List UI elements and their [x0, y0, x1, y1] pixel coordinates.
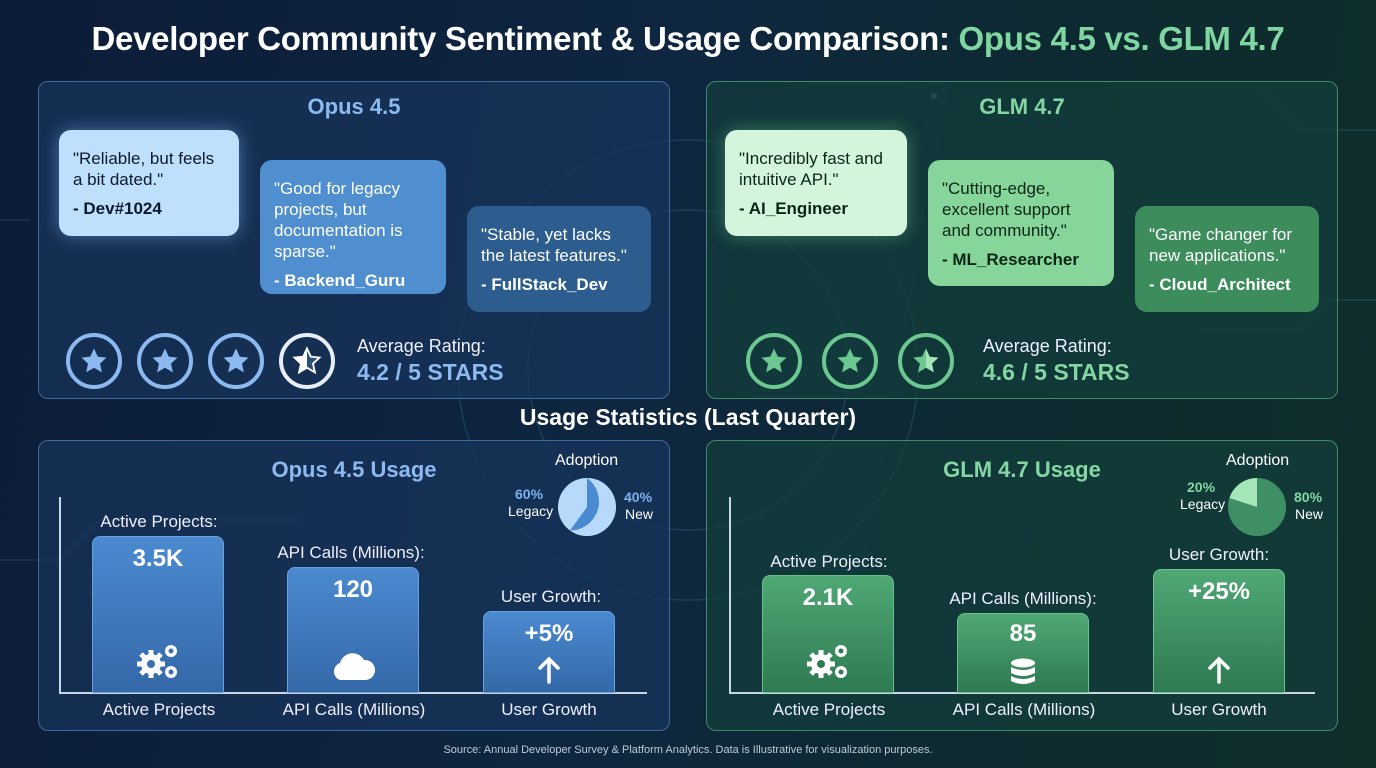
x-axis — [59, 692, 647, 694]
opus-sentiment-panel: Opus 4.5 "Reliable, but feels a bit date… — [38, 81, 670, 399]
bar-user-growth: +25% — [1153, 569, 1285, 693]
source-footnote: Source: Annual Developer Survey & Platfo… — [443, 744, 933, 756]
x-label: API Calls (Millions) — [282, 700, 426, 719]
glm-panel-title: GLM 4.7 — [979, 94, 1065, 119]
star-icon — [66, 333, 122, 389]
quote-author: - FullStack_Dev — [481, 275, 608, 294]
quote-text: "Incredibly fast and intuitive API." — [739, 149, 884, 189]
bar-top-label: User Growth: — [1168, 545, 1270, 564]
quote-text: "Reliable, but feels a bit dated." — [73, 149, 215, 189]
adoption-title: Adoption — [1226, 452, 1290, 469]
x-label: API Calls (Millions) — [952, 700, 1096, 719]
glm-usage-title: GLM 4.7 Usage — [943, 457, 1101, 482]
quote-text: "Stable, yet lacks the latest features." — [481, 225, 627, 265]
legacy-label: Legacy — [1180, 496, 1226, 512]
adoption-title: Adoption — [555, 452, 619, 469]
x-label: User Growth — [501, 700, 597, 719]
legacy-label: Legacy — [508, 503, 554, 519]
quote-author: - ML_Researcher — [942, 250, 1080, 269]
star-icon — [137, 333, 193, 389]
new-label: New — [625, 506, 654, 522]
usage-section-title: Usage Statistics (Last Quarter) — [519, 404, 857, 430]
glm-quote-3: "Game changer for new applications." - C… — [1135, 206, 1319, 312]
bar-api-calls: 120 — [287, 567, 419, 693]
bar-top-label: Active Projects: — [770, 552, 888, 571]
opus-rating-value: 4.2 / 5 STARS — [357, 359, 504, 385]
bar-value: 2.1K — [802, 584, 854, 611]
arrow-up-icon — [1154, 656, 1284, 684]
bar-top-label: API Calls (Millions): — [277, 543, 425, 562]
x-axis — [729, 692, 1315, 694]
bar-value: 3.5K — [132, 545, 184, 572]
opus-quote-3: "Stable, yet lacks the latest features."… — [467, 206, 651, 312]
bar-top-label: API Calls (Millions): — [949, 589, 1097, 608]
opus-usage-title: Opus 4.5 Usage — [271, 457, 437, 482]
bar-top-label: User Growth: — [500, 587, 602, 606]
y-axis — [729, 497, 731, 693]
arrow-up-icon — [484, 656, 614, 684]
opus-star-rating — [66, 333, 350, 389]
title-highlight: Opus 4.5 vs. GLM 4.7 — [958, 20, 1285, 57]
new-pct: 80% — [1294, 489, 1323, 505]
bar-value: 85 — [1009, 620, 1037, 647]
bar-value: 120 — [332, 576, 374, 603]
quote-author: - Dev#1024 — [73, 199, 162, 218]
glm-star-rating — [746, 333, 969, 389]
glm-rating-label: Average Rating: — [983, 336, 1112, 356]
star-icon — [746, 333, 802, 389]
opus-quote-2: "Good for legacy projects, but documenta… — [260, 160, 446, 294]
bar-api-calls: 85 — [957, 613, 1089, 693]
bar-active-projects: 3.5K — [92, 536, 224, 693]
database-icon — [958, 658, 1088, 686]
star-icon — [208, 333, 264, 389]
star-icon — [822, 333, 878, 389]
opus-rating-label: Average Rating: — [357, 336, 486, 356]
y-axis — [59, 497, 61, 693]
glm-quote-2: "Cutting-edge, excellent support and com… — [928, 160, 1114, 286]
x-label: Active Projects — [772, 700, 886, 719]
x-label: User Growth — [1171, 700, 1267, 719]
opus-adoption-pie-chart — [557, 477, 617, 537]
page-title: Developer Community Sentiment & Usage Co… — [0, 20, 1376, 58]
legacy-pct: 60% — [515, 486, 544, 502]
cloud-icon — [288, 650, 418, 682]
gears-icon — [93, 642, 223, 682]
glm-quote-1: "Incredibly fast and intuitive API." - A… — [725, 130, 907, 236]
quote-text: "Game changer for new applications." — [1149, 225, 1293, 265]
opus-panel-title: Opus 4.5 — [307, 94, 401, 119]
bar-user-growth: +5% — [483, 611, 615, 693]
opus-quote-1: "Reliable, but feels a bit dated." - Dev… — [59, 130, 239, 236]
glm-adoption-pie-chart — [1227, 477, 1287, 537]
partial-star-icon — [279, 333, 335, 389]
quote-text: "Cutting-edge, excellent support and com… — [942, 179, 1071, 240]
glm-sentiment-panel: GLM 4.7 "Incredibly fast and intuitive A… — [706, 81, 1338, 399]
quote-author: - AI_Engineer — [739, 199, 848, 218]
title-prefix: Developer Community Sentiment & Usage Co… — [91, 20, 959, 57]
x-label: Active Projects — [102, 700, 216, 719]
glm-rating-value: 4.6 / 5 STARS — [983, 359, 1130, 385]
quote-author: - Cloud_Architect — [1149, 275, 1291, 294]
bar-active-projects: 2.1K — [762, 575, 894, 693]
quote-author: - Backend_Guru — [274, 271, 406, 290]
bar-value: +25% — [1187, 578, 1251, 605]
bar-value: +5% — [524, 620, 574, 647]
glm-usage-panel: GLM 4.7 Usage Adoption 20% Legacy 80% Ne… — [706, 440, 1338, 731]
quote-text: "Good for legacy projects, but documenta… — [274, 179, 403, 261]
gears-icon — [763, 642, 893, 682]
new-pct: 40% — [624, 489, 653, 505]
bar-top-label: Active Projects: — [100, 512, 218, 531]
new-label: New — [1295, 506, 1324, 522]
opus-usage-panel: Opus 4.5 Usage Adoption 60% Legacy 40% N… — [38, 440, 670, 731]
partial-star-icon — [898, 333, 954, 389]
legacy-pct: 20% — [1187, 479, 1216, 495]
